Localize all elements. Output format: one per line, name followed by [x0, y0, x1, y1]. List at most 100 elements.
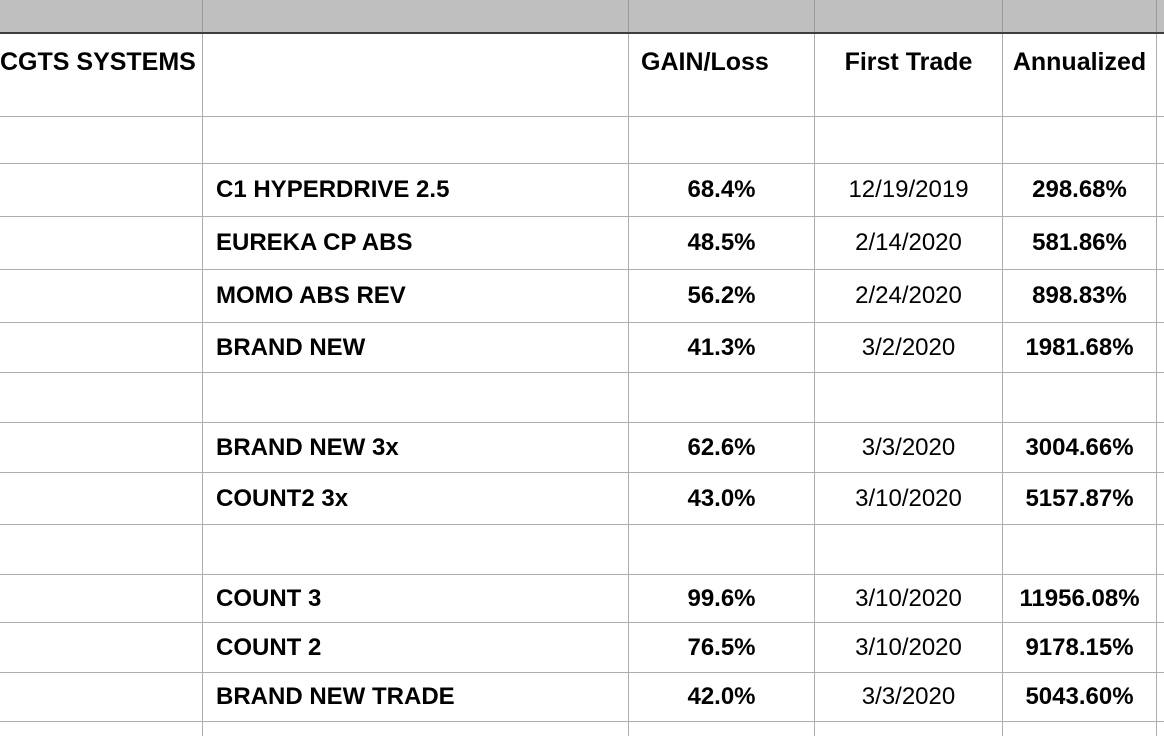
cell-name[interactable]: BRAND NEW 3x — [203, 423, 629, 473]
cell-name[interactable] — [203, 117, 629, 164]
edge-cell[interactable] — [1157, 525, 1164, 575]
cell-empty[interactable] — [0, 473, 203, 525]
cell-empty[interactable] — [0, 575, 203, 623]
cell-name[interactable]: BRAND NEW TRADE — [203, 673, 629, 722]
cell-name[interactable]: EUREKA CP ABS — [203, 217, 629, 270]
cell-first-trade[interactable]: 2/24/2020 — [815, 270, 1003, 323]
cell-name[interactable]: BRAND NEW — [203, 323, 629, 373]
sheet-title: CGTS SYSTEMS — [0, 48, 196, 76]
edge-cell[interactable] — [1157, 373, 1164, 423]
cell-empty[interactable] — [0, 217, 203, 270]
cell-first-trade[interactable]: 3/10/2020 — [815, 473, 1003, 525]
cell-name[interactable] — [203, 525, 629, 575]
column-header-f[interactable] — [1157, 0, 1164, 32]
cell-name[interactable]: C1 HYPERDRIVE 2.5 — [203, 164, 629, 217]
edge-cell[interactable] — [1157, 270, 1164, 323]
column-header-c[interactable] — [629, 0, 815, 32]
cell-empty[interactable] — [0, 164, 203, 217]
cell-annualized[interactable]: 1981.68% — [1003, 323, 1157, 373]
edge-cell[interactable] — [1157, 323, 1164, 373]
cell-first-trade[interactable] — [815, 722, 1003, 736]
cell-first-trade[interactable] — [815, 117, 1003, 164]
sheet-title-cell[interactable]: CGTS SYSTEMS — [0, 34, 203, 117]
cell-annualized[interactable] — [1003, 525, 1157, 575]
cell-empty[interactable] — [0, 673, 203, 722]
cell-first-trade[interactable] — [815, 525, 1003, 575]
cell-gain[interactable] — [629, 722, 815, 736]
cell-empty[interactable] — [0, 270, 203, 323]
cell-first-trade[interactable]: 3/3/2020 — [815, 423, 1003, 473]
edge-cell[interactable] — [1157, 722, 1164, 736]
cell-gain[interactable]: 48.5% — [629, 217, 815, 270]
edge-cell[interactable] — [1157, 673, 1164, 722]
table-row: EUREKA CP ABS 48.5% 2/14/2020 581.86% — [0, 217, 1164, 270]
cell-gain[interactable]: 76.5% — [629, 623, 815, 673]
cell-first-trade[interactable]: 3/2/2020 — [815, 323, 1003, 373]
cell-annualized[interactable]: 5157.87% — [1003, 473, 1157, 525]
table-row — [0, 722, 1164, 736]
cell-name[interactable]: COUNT 2 — [203, 623, 629, 673]
cell-empty[interactable] — [0, 722, 203, 736]
gain-header-cell[interactable]: GAIN/Loss — [629, 34, 815, 117]
cell-empty[interactable] — [0, 323, 203, 373]
cell-first-trade[interactable]: 3/3/2020 — [815, 673, 1003, 722]
cell-empty[interactable] — [0, 623, 203, 673]
name-header-cell[interactable] — [203, 34, 629, 117]
cell-annualized[interactable]: 9178.15% — [1003, 623, 1157, 673]
cell-name[interactable]: COUNT 3 — [203, 575, 629, 623]
cell-first-trade[interactable]: 12/19/2019 — [815, 164, 1003, 217]
cell-first-trade[interactable]: 3/10/2020 — [815, 575, 1003, 623]
edge-cell[interactable] — [1157, 575, 1164, 623]
edge-cell[interactable] — [1157, 164, 1164, 217]
cell-first-trade[interactable]: 2/14/2020 — [815, 217, 1003, 270]
edge-cell[interactable] — [1157, 117, 1164, 164]
annualized-header-cell[interactable]: Annualized — [1003, 34, 1157, 117]
cell-annualized[interactable]: 3004.66% — [1003, 423, 1157, 473]
table-row — [0, 117, 1164, 164]
column-header-b[interactable] — [203, 0, 629, 32]
cell-gain[interactable]: 99.6% — [629, 575, 815, 623]
cell-annualized[interactable]: 298.68% — [1003, 164, 1157, 217]
cell-gain[interactable]: 68.4% — [629, 164, 815, 217]
cell-gain[interactable]: 56.2% — [629, 270, 815, 323]
cell-gain[interactable]: 62.6% — [629, 423, 815, 473]
table-row: BRAND NEW 41.3% 3/2/2020 1981.68% — [0, 323, 1164, 373]
table-row: BRAND NEW 3x 62.6% 3/3/2020 3004.66% — [0, 423, 1164, 473]
cell-annualized[interactable] — [1003, 722, 1157, 736]
cell-name[interactable] — [203, 373, 629, 423]
table-row: COUNT 3 99.6% 3/10/2020 11956.08% — [0, 575, 1164, 623]
cell-annualized[interactable] — [1003, 117, 1157, 164]
column-header-e[interactable] — [1003, 0, 1157, 32]
edge-cell[interactable] — [1157, 623, 1164, 673]
cell-name[interactable]: COUNT2 3x — [203, 473, 629, 525]
cell-name[interactable] — [203, 722, 629, 736]
edge-cell[interactable] — [1157, 34, 1164, 117]
cell-first-trade[interactable] — [815, 373, 1003, 423]
first-trade-header-cell[interactable]: First Trade — [815, 34, 1003, 117]
cell-annualized[interactable]: 11956.08% — [1003, 575, 1157, 623]
cell-name[interactable]: MOMO ABS REV — [203, 270, 629, 323]
cell-annualized[interactable]: 898.83% — [1003, 270, 1157, 323]
cell-annualized[interactable]: 581.86% — [1003, 217, 1157, 270]
cell-empty[interactable] — [0, 373, 203, 423]
cell-gain[interactable]: 41.3% — [629, 323, 815, 373]
cell-empty[interactable] — [0, 423, 203, 473]
cell-gain[interactable]: 42.0% — [629, 673, 815, 722]
cell-empty[interactable] — [0, 525, 203, 575]
edge-cell[interactable] — [1157, 423, 1164, 473]
cell-gain[interactable] — [629, 373, 815, 423]
cell-gain[interactable] — [629, 525, 815, 575]
column-header-band — [0, 0, 1164, 34]
cell-gain[interactable] — [629, 117, 815, 164]
column-header-a[interactable] — [0, 0, 203, 32]
cell-first-trade[interactable]: 3/10/2020 — [815, 623, 1003, 673]
edge-cell[interactable] — [1157, 217, 1164, 270]
column-header-d[interactable] — [815, 0, 1003, 32]
cell-annualized[interactable]: 5043.60% — [1003, 673, 1157, 722]
annualized-header-label: Annualized — [1012, 48, 1147, 76]
cell-empty[interactable] — [0, 117, 203, 164]
cell-gain[interactable]: 43.0% — [629, 473, 815, 525]
table-row — [0, 525, 1164, 575]
cell-annualized[interactable] — [1003, 373, 1157, 423]
edge-cell[interactable] — [1157, 473, 1164, 525]
